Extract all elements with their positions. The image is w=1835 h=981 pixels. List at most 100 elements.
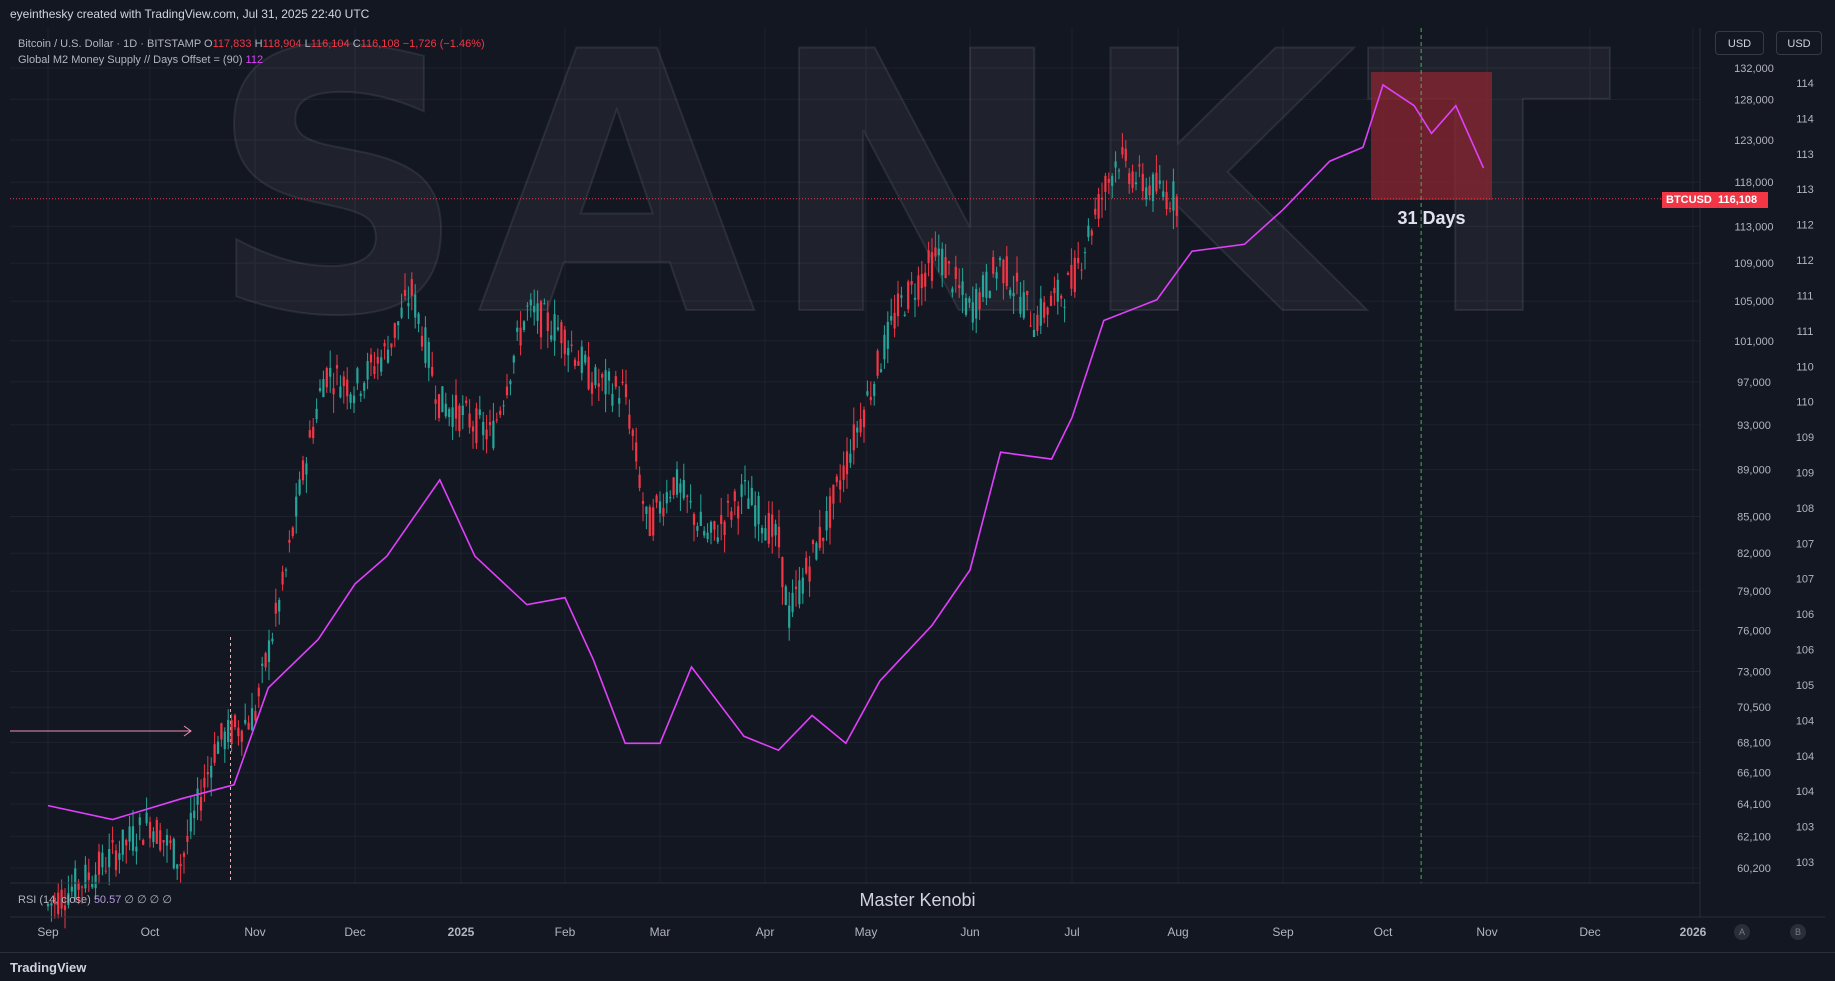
candle-body xyxy=(818,526,821,548)
candle-body xyxy=(1032,329,1036,338)
candle-body xyxy=(131,826,135,851)
candle-body xyxy=(1175,196,1178,216)
candle-body xyxy=(1141,173,1144,192)
candle-body xyxy=(760,527,764,534)
candle-body xyxy=(764,528,767,541)
candle-body xyxy=(896,293,900,317)
candle-body xyxy=(77,881,80,890)
candle-body xyxy=(87,872,90,880)
candle-body xyxy=(703,530,706,536)
candle-body xyxy=(553,314,556,341)
candle-body xyxy=(1128,173,1131,185)
candle-body xyxy=(859,418,862,433)
candle-body xyxy=(104,870,107,872)
candle-body xyxy=(978,292,981,310)
x-tick-label: Sep xyxy=(37,925,59,939)
candle-body xyxy=(550,335,553,340)
candle-body xyxy=(924,272,927,287)
m2-tick-label: 105 xyxy=(1796,680,1814,692)
candle-body xyxy=(607,371,611,381)
candle-body xyxy=(801,577,804,594)
change-value: −1,726 (−1.46%) xyxy=(402,38,485,50)
candle-body xyxy=(1097,194,1100,219)
m2-tick-label: 112 xyxy=(1796,255,1814,267)
candle-body xyxy=(771,514,774,537)
x-tick-label: Sep xyxy=(1272,925,1294,939)
candle-body xyxy=(699,511,702,526)
candle-body xyxy=(1107,178,1110,183)
close-label: C xyxy=(352,38,361,50)
candle-body xyxy=(1053,287,1056,294)
candle-body xyxy=(91,883,94,888)
candle-body xyxy=(67,893,70,905)
high-value: 118,904 xyxy=(262,38,302,50)
candle-body xyxy=(267,640,271,663)
rsi-value: 50.57 xyxy=(93,894,122,906)
candle-body xyxy=(1073,257,1076,293)
candle-body xyxy=(1162,191,1165,197)
open-label: O xyxy=(204,38,213,50)
candle-body xyxy=(165,835,169,846)
candle-body xyxy=(655,495,658,503)
top-bar: eyeinthesky created with TradingView.com… xyxy=(0,0,1835,28)
candle-body xyxy=(638,474,641,489)
candle-body xyxy=(975,288,978,319)
candle-body xyxy=(407,303,410,307)
symbol-price-tag: BTCUSD xyxy=(1662,192,1716,208)
candle-body xyxy=(431,367,434,376)
m2-line xyxy=(47,83,1485,821)
candle-body xyxy=(767,512,770,544)
candle-body xyxy=(1158,180,1161,184)
candle-body xyxy=(162,840,165,843)
candle-body xyxy=(206,772,209,775)
candle-body xyxy=(992,256,995,274)
price-tick-label: 105,000 xyxy=(1734,296,1774,308)
price-tick-label: 76,000 xyxy=(1737,626,1771,638)
candle-body xyxy=(1046,307,1049,315)
candle-body xyxy=(1056,279,1059,302)
price-tick-label: 66,100 xyxy=(1737,768,1771,780)
candle-body xyxy=(298,479,301,495)
candle-body xyxy=(825,510,828,531)
m2-tick-label: 111 xyxy=(1797,326,1814,338)
candle-body xyxy=(1117,170,1121,172)
candle-body xyxy=(907,281,910,310)
author-watermark: Master Kenobi xyxy=(859,890,976,910)
candle-body xyxy=(614,376,617,387)
candle-body xyxy=(862,409,866,428)
indicator-legend-row[interactable]: Global M2 Money Supply // Days Offset = … xyxy=(18,52,485,68)
candle-body xyxy=(815,543,818,560)
candle-body xyxy=(380,357,383,372)
log-scale-button[interactable]: B xyxy=(1790,924,1806,940)
candle-body xyxy=(274,602,277,614)
candle-body xyxy=(526,305,529,307)
chart-legend: Bitcoin / U.S. Dollar · 1D · BITSTAMP O1… xyxy=(18,36,485,68)
candle-body xyxy=(400,307,403,318)
candle-body xyxy=(397,321,400,326)
candle-body xyxy=(465,400,468,404)
candle-body xyxy=(118,853,121,860)
candle-body xyxy=(917,275,920,300)
rsi-legend[interactable]: RSI (14, close) 50.57 ∅ ∅ ∅ ∅ xyxy=(18,893,172,906)
candle-body xyxy=(444,403,447,417)
candle-body xyxy=(233,715,237,728)
candle-body xyxy=(329,367,332,377)
candle-body xyxy=(468,413,471,428)
candle-body xyxy=(257,687,260,697)
currency-button-left[interactable]: USD xyxy=(1715,31,1764,55)
candle-body xyxy=(1100,197,1104,200)
candle-body xyxy=(1131,171,1134,188)
candle-body xyxy=(672,477,675,496)
symbol-legend-row[interactable]: Bitcoin / U.S. Dollar · 1D · BITSTAMP O1… xyxy=(18,36,485,52)
candle-body xyxy=(910,281,913,285)
candle-body xyxy=(556,327,560,330)
currency-button-right[interactable]: USD xyxy=(1776,31,1822,55)
tradingview-logo[interactable]: TradingView xyxy=(10,960,87,975)
candle-body xyxy=(1002,259,1005,284)
price-tick-label: 89,000 xyxy=(1737,465,1771,477)
candle-body xyxy=(750,487,753,505)
candle-body xyxy=(427,341,430,368)
auto-scale-button[interactable]: A xyxy=(1734,924,1750,940)
price-tick-label: 68,100 xyxy=(1737,737,1771,749)
